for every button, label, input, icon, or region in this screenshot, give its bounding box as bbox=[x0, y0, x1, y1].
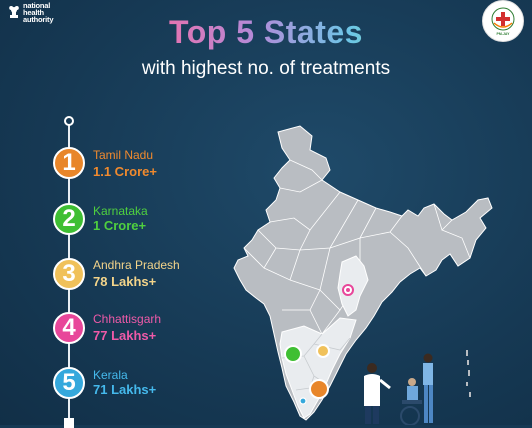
state-3-value: 78 Lakhs+ bbox=[93, 274, 157, 289]
logo-line-2: health bbox=[23, 8, 44, 17]
state-1-value: 1.1 Crore+ bbox=[93, 164, 157, 179]
state-boundaries bbox=[243, 159, 471, 335]
logo-line-3: authority bbox=[23, 16, 53, 24]
state-4-value: 77 Lakhs+ bbox=[93, 328, 157, 343]
andhra-pradesh-marker bbox=[316, 344, 330, 358]
state-3-name: Andhra Pradesh bbox=[93, 258, 180, 272]
tamil-nadu-marker bbox=[309, 379, 329, 399]
badge-text: PM-JAY bbox=[497, 32, 510, 36]
page-title: Top 5 States bbox=[0, 14, 532, 51]
karnataka-marker bbox=[284, 345, 302, 363]
timeline-end-marker bbox=[64, 418, 74, 428]
national-emblem-icon bbox=[9, 6, 19, 18]
rank-3-badge: 3 bbox=[53, 258, 85, 290]
medical-staff-illustration bbox=[364, 353, 433, 425]
rank-2-badge: 2 bbox=[53, 203, 85, 235]
logo-text: national health authority bbox=[23, 1, 53, 24]
nha-logo: national health authority bbox=[8, 2, 53, 23]
india-map bbox=[233, 125, 493, 421]
rank-4-badge: 4 bbox=[53, 312, 85, 344]
state-2-name: Karnataka bbox=[93, 204, 148, 218]
logo-line-1: national bbox=[23, 1, 51, 10]
chhattisgarh-region bbox=[337, 255, 369, 317]
page-subtitle: with highest no. of treatments bbox=[141, 58, 391, 79]
andaman-islands bbox=[466, 350, 471, 397]
state-5-name: Kerala bbox=[93, 368, 128, 382]
kerala-marker bbox=[299, 397, 307, 405]
state-2-value: 1 Crore+ bbox=[93, 218, 147, 233]
rank-1-badge: 1 bbox=[53, 147, 85, 179]
pmjay-emblem-icon bbox=[491, 7, 515, 30]
state-4-name: Chhattisgarh bbox=[93, 312, 162, 326]
state-5-value: 71 Lakhs+ bbox=[93, 382, 157, 397]
pmjay-badge: PM-JAY bbox=[482, 0, 524, 42]
rank-5-badge: 5 bbox=[53, 367, 85, 399]
timeline-start-dot bbox=[64, 116, 74, 126]
state-1-name: Tamil Nadu bbox=[93, 148, 154, 162]
